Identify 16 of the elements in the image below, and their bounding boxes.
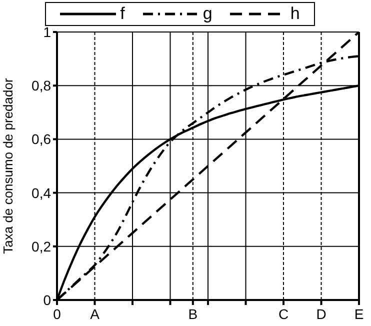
y-axis-title: Taxa de consumo de predador (0, 78, 16, 254)
legend-label: f (120, 4, 125, 24)
y-tick-label: 0,2 (32, 238, 52, 254)
x-tick-label: E (354, 306, 364, 322)
y-tick-label: 0,6 (32, 131, 52, 148)
x-tick-label: 0 (53, 306, 62, 322)
x-tick-label: D (316, 306, 326, 322)
x-tick-label: C (278, 306, 289, 322)
x-tick-label: A (90, 306, 100, 322)
legend-label: g (202, 4, 212, 24)
y-tick-label: 0,8 (32, 78, 52, 94)
y-tick-label: 0,4 (32, 184, 52, 201)
legend-label: h (290, 4, 300, 24)
y-tick-label: 0 (43, 292, 52, 308)
y-tick-label: 1 (43, 24, 52, 40)
x-tick-label: B (188, 306, 198, 322)
